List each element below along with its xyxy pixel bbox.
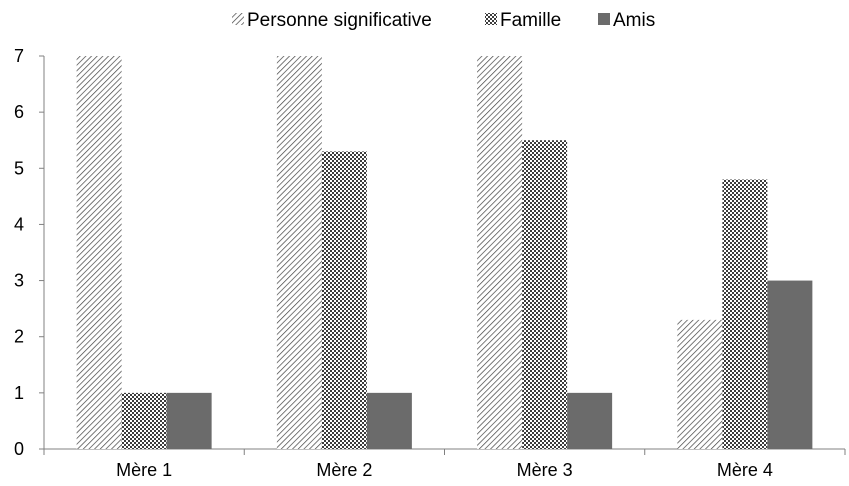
x-tick-label: Mère 4 bbox=[717, 460, 773, 480]
bar-amis bbox=[166, 392, 212, 449]
bars bbox=[76, 56, 813, 449]
bar-personne-significative bbox=[276, 56, 322, 449]
y-tick-label: 4 bbox=[14, 214, 24, 234]
bar-amis bbox=[366, 392, 412, 449]
bar-personne-significative bbox=[76, 56, 122, 449]
x-tick-label: Mère 2 bbox=[316, 460, 372, 480]
y-axis: 0 1 2 3 4 5 6 7 bbox=[14, 46, 45, 459]
legend-swatch-personne-significative bbox=[232, 13, 244, 25]
legend-label-famille: Famille bbox=[500, 10, 561, 31]
y-tick-label: 2 bbox=[14, 327, 24, 347]
legend: Personne significative Famille Amis bbox=[232, 10, 655, 31]
bar-famille bbox=[121, 392, 167, 449]
y-tick-label: 6 bbox=[14, 102, 24, 122]
legend-label-amis: Amis bbox=[613, 10, 655, 31]
y-tick-label: 0 bbox=[14, 439, 24, 459]
y-tick-label: 1 bbox=[14, 383, 24, 403]
bar-amis bbox=[767, 280, 813, 449]
x-axis: Mère 1 Mère 2 Mère 3 Mère 4 bbox=[43, 448, 846, 480]
bar-amis bbox=[567, 392, 613, 449]
x-tick-label: Mère 1 bbox=[116, 460, 172, 480]
bar-personne-significative bbox=[477, 56, 523, 449]
x-tick-label: Mère 3 bbox=[517, 460, 573, 480]
bar-famille bbox=[722, 179, 768, 449]
y-tick-label: 7 bbox=[14, 46, 24, 66]
bar-famille bbox=[321, 151, 367, 449]
legend-swatch-famille bbox=[485, 13, 497, 25]
bar-famille bbox=[522, 140, 568, 449]
legend-swatch-amis bbox=[598, 13, 610, 25]
y-tick-label: 5 bbox=[14, 158, 24, 178]
bar-personne-significative bbox=[677, 319, 723, 449]
y-tick-label: 3 bbox=[14, 271, 24, 291]
legend-label-personne-significative: Personne significative bbox=[247, 10, 432, 31]
